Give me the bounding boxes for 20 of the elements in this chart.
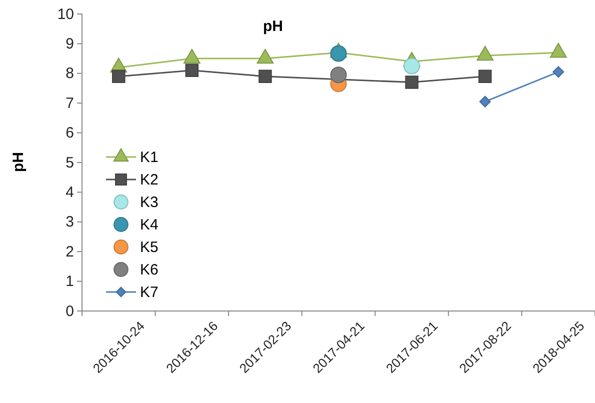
y-tick-label: 4	[66, 184, 74, 201]
legend-label: K7	[140, 284, 158, 301]
chart-title: pH	[263, 18, 283, 35]
y-tick-label: 1	[66, 273, 74, 290]
legend-label: K4	[140, 216, 158, 234]
y-tick-label: 8	[66, 65, 74, 82]
legend-label: K2	[140, 172, 158, 188]
y-tick-label: 2	[66, 243, 74, 260]
legend-label: K1	[140, 149, 158, 166]
y-tick-label: 7	[66, 94, 74, 112]
y-tick-label: 10	[57, 6, 74, 23]
legend-label: K3	[140, 194, 158, 211]
y-axis-title: pH	[10, 152, 27, 172]
y-tick-label: 0	[66, 302, 74, 320]
legend-label: K6	[140, 262, 158, 278]
y-tick-label: 9	[66, 36, 74, 52]
y-tick-label: 3	[66, 214, 74, 231]
y-tick-label: 5	[66, 154, 74, 172]
y-tick-label: 6	[66, 124, 74, 142]
legend-label: K5	[140, 239, 158, 256]
